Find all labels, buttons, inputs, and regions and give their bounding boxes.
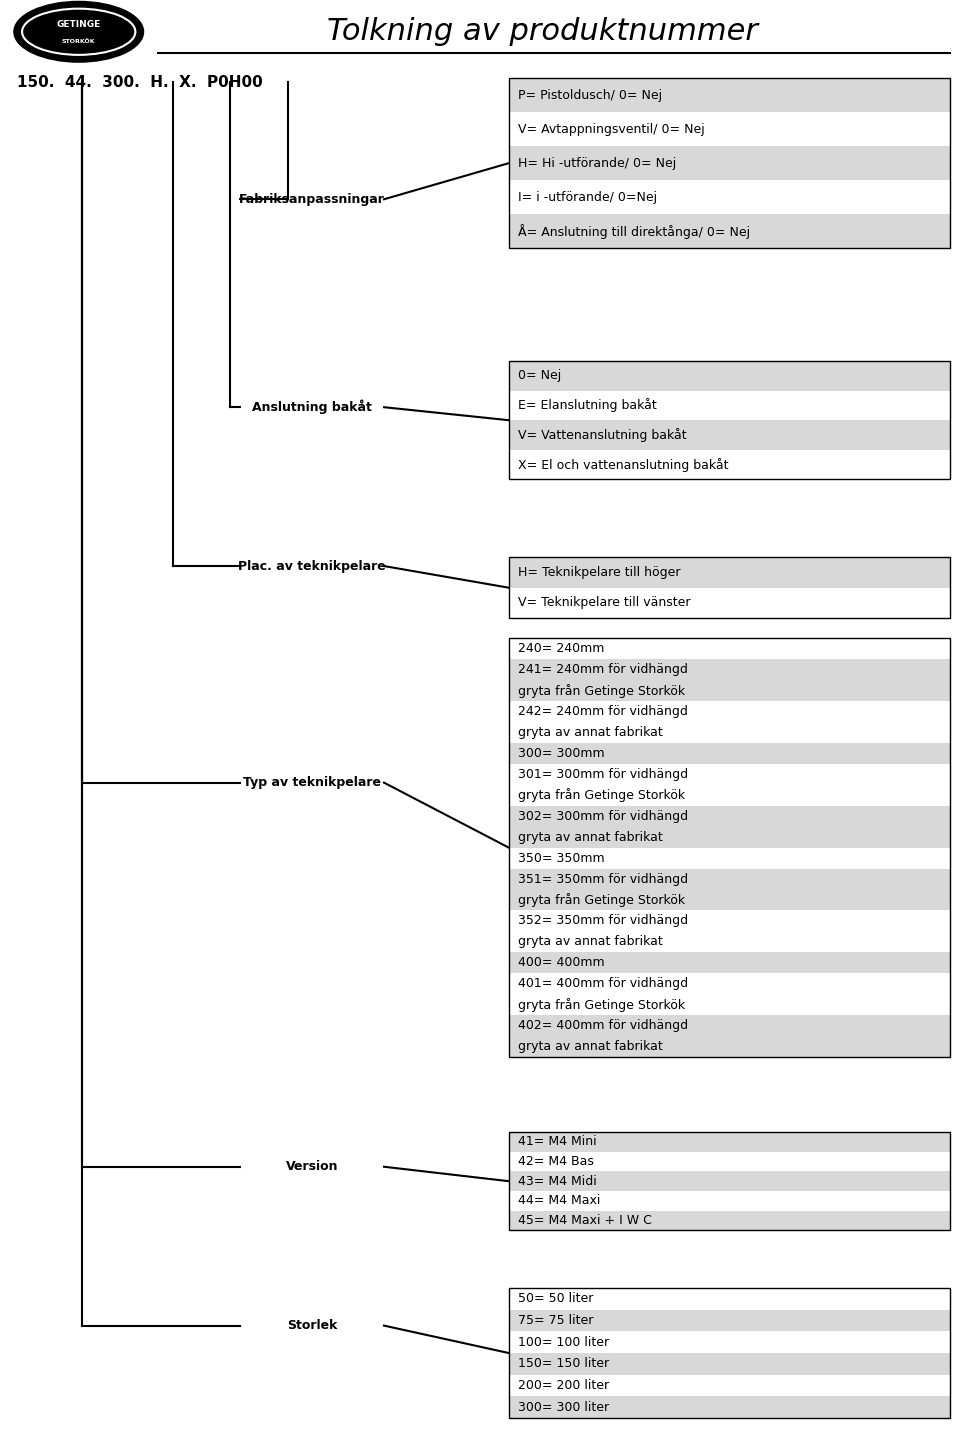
Text: gryta från Getinge Storkök: gryta från Getinge Storkök [518,788,685,803]
Bar [509,806,950,826]
Bar [509,1288,950,1418]
Bar [509,826,950,848]
Text: Storlek: Storlek [287,1318,337,1333]
Text: 100= 100 liter: 100= 100 liter [518,1336,610,1349]
Text: X= El och vattenanslutning bakåt: X= El och vattenanslutning bakåt [518,458,729,472]
Text: V= Avtappningsventil/ 0= Nej: V= Avtappningsventil/ 0= Nej [518,123,706,136]
Bar [509,1015,950,1035]
Bar [509,78,950,248]
Text: 41= M4 Mini: 41= M4 Mini [518,1135,597,1148]
Bar [509,1310,950,1331]
Bar [509,361,950,479]
Text: 402= 400mm för vidhängd: 402= 400mm för vidhängd [518,1019,688,1032]
Text: 300= 300 liter: 300= 300 liter [518,1401,610,1414]
Text: Version: Version [286,1160,338,1174]
Bar [509,680,950,700]
Bar [509,78,950,113]
Text: 240= 240mm: 240= 240mm [518,643,605,656]
Bar [509,658,950,680]
Bar [509,1132,950,1152]
Bar [509,146,950,180]
Bar [509,1353,950,1375]
Bar [509,868,950,890]
Bar [509,1132,950,1230]
Text: 200= 200 liter: 200= 200 liter [518,1379,610,1392]
Ellipse shape [13,1,144,62]
Text: 350= 350mm: 350= 350mm [518,852,605,865]
Bar [509,1210,950,1230]
Text: Typ av teknikpelare: Typ av teknikpelare [243,775,381,790]
Text: 42= M4 Bas: 42= M4 Bas [518,1155,594,1168]
Bar [509,638,950,1057]
Text: 50= 50 liter: 50= 50 liter [518,1292,594,1305]
Bar [509,1132,950,1230]
Bar [509,1288,950,1418]
Text: 302= 300mm för vidhängd: 302= 300mm för vidhängd [518,810,688,823]
Bar [509,361,950,479]
Text: 401= 400mm för vidhängd: 401= 400mm för vidhängd [518,978,688,991]
Text: H= Hi -utförande/ 0= Nej: H= Hi -utförande/ 0= Nej [518,156,677,170]
Text: gryta av annat fabrikat: gryta av annat fabrikat [518,726,663,739]
Text: Anslutning bakåt: Anslutning bakåt [252,400,372,414]
Text: 301= 300mm för vidhängd: 301= 300mm för vidhängd [518,768,688,781]
Text: 150= 150 liter: 150= 150 liter [518,1357,610,1370]
Text: 44= M4 Maxi: 44= M4 Maxi [518,1194,601,1207]
Text: Tolkning av produktnummer: Tolkning av produktnummer [327,17,757,46]
Text: gryta av annat fabrikat: gryta av annat fabrikat [518,830,663,843]
Bar [509,557,950,618]
Text: Å= Anslutning till direktånga/ 0= Nej: Å= Anslutning till direktånga/ 0= Nej [518,224,751,238]
Bar [509,420,950,451]
Text: 352= 350mm för vidhängd: 352= 350mm för vidhängd [518,914,688,927]
Text: V= Teknikpelare till vänster: V= Teknikpelare till vänster [518,596,691,609]
Text: 241= 240mm för vidhängd: 241= 240mm för vidhängd [518,663,688,676]
Text: Plac. av teknikpelare: Plac. av teknikpelare [238,559,386,573]
Bar [509,214,950,248]
Text: 43= M4 Midi: 43= M4 Midi [518,1174,597,1188]
Text: 45= M4 Maxi + I W C: 45= M4 Maxi + I W C [518,1214,652,1227]
Bar [509,890,950,910]
Bar [509,638,950,1057]
Text: gryta från Getinge Storkök: gryta från Getinge Storkök [518,892,685,907]
Text: 300= 300mm: 300= 300mm [518,747,605,760]
Bar [509,1396,950,1418]
Text: gryta från Getinge Storkök: gryta från Getinge Storkök [518,683,685,697]
Text: V= Vattenanslutning bakåt: V= Vattenanslutning bakåt [518,427,687,442]
Text: 242= 240mm för vidhängd: 242= 240mm för vidhängd [518,705,688,718]
Bar [509,557,950,618]
Text: H= Teknikpelare till höger: H= Teknikpelare till höger [518,566,681,579]
Text: gryta av annat fabrikat: gryta av annat fabrikat [518,936,663,949]
Text: I= i -utförande/ 0=Nej: I= i -utförande/ 0=Nej [518,191,658,204]
Text: Fabriksanpassningar: Fabriksanpassningar [239,192,385,206]
Text: 400= 400mm: 400= 400mm [518,956,605,969]
Bar [509,1171,950,1191]
Bar [509,557,950,588]
Text: P= Pistoldusch/ 0= Nej: P= Pistoldusch/ 0= Nej [518,88,662,101]
Text: 351= 350mm för vidhängd: 351= 350mm för vidhängd [518,872,688,885]
Text: E= Elanslutning bakåt: E= Elanslutning bakåt [518,399,658,413]
Text: gryta från Getinge Storkök: gryta från Getinge Storkök [518,998,685,1012]
Text: 75= 75 liter: 75= 75 liter [518,1314,594,1327]
Text: STORKÖK: STORKÖK [61,39,96,45]
Bar [509,1035,950,1057]
Text: 0= Nej: 0= Nej [518,370,562,383]
Text: GETINGE: GETINGE [57,20,101,29]
Bar [509,361,950,390]
Bar [509,953,950,973]
Text: 150.  44.  300.  H.  X.  P0H00: 150. 44. 300. H. X. P0H00 [17,75,263,90]
Bar [509,78,950,248]
Bar [509,742,950,764]
Text: gryta av annat fabrikat: gryta av annat fabrikat [518,1040,663,1053]
